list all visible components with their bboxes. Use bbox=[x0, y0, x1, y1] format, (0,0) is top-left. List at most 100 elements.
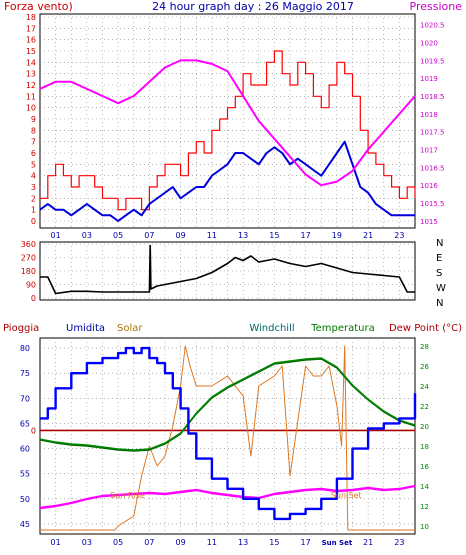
wind-speed-tick-label: 6 bbox=[31, 149, 36, 158]
solar-line bbox=[40, 345, 415, 531]
temperature-tick-label: 24 bbox=[420, 383, 429, 391]
temperature-line bbox=[39, 357, 416, 451]
temperature-tick-label: 10 bbox=[420, 523, 429, 531]
temp-time-tick-label: 23 bbox=[394, 538, 404, 547]
legend-item: Windchill bbox=[249, 323, 294, 334]
wind-speed-tick-label: 16 bbox=[26, 36, 36, 45]
wind-time-tick-label: 21 bbox=[363, 231, 373, 240]
dew-point-line bbox=[39, 484, 416, 510]
rain-tick-label: 0 bbox=[31, 426, 36, 435]
wind-speed-tick-label: 0 bbox=[31, 217, 36, 226]
pressure-axis: 1015 1015.5 1016 1016.5 1017 1017.5 1018 1018.5… bbox=[420, 22, 445, 226]
direction-tick-label: 90 bbox=[26, 281, 36, 290]
compass-label: N bbox=[436, 238, 443, 249]
wind-speed-title: Forza vento) bbox=[4, 0, 73, 13]
temperature-tick-label: 16 bbox=[420, 463, 429, 471]
temperature-tick-label: 28 bbox=[420, 343, 429, 351]
wind-time-tick-label: 05 bbox=[113, 231, 123, 240]
wind-speed-tick-label: 12 bbox=[26, 81, 36, 90]
wind-time-tick-label: 19 bbox=[332, 231, 342, 240]
wind-speed-tick-label: 13 bbox=[26, 70, 36, 79]
pressure-tick-label: 1015 bbox=[420, 218, 438, 226]
temperature-tick-label: 22 bbox=[420, 403, 429, 411]
wind-time-axis: 01 03 05 07 09 11 13 15 17 19 21 23 bbox=[51, 231, 405, 240]
legend-item: Umidita bbox=[66, 323, 105, 334]
humidity-tick-label: 65 bbox=[20, 419, 30, 428]
temperature-humidity-panel: 45 50 55 60 65 70 75 80 0 10 12 14 16 18 20 22 24 26 28 0… bbox=[20, 337, 429, 547]
temperature-axis: 10 12 14 16 18 20 22 24 26 28 bbox=[420, 343, 429, 531]
temperature-tick-label: 20 bbox=[420, 423, 429, 431]
temp-time-tick-label: 13 bbox=[238, 538, 248, 547]
temperature-tick-label: 18 bbox=[420, 443, 429, 451]
wind-pressure-series bbox=[39, 50, 416, 222]
pressure-tick-label: 1019 bbox=[420, 75, 438, 83]
temp-time-tick-label: 17 bbox=[301, 538, 311, 547]
direction-tick-label: 180 bbox=[21, 267, 36, 276]
sun-annotations: Sun Rise Sun Set bbox=[110, 491, 362, 500]
humidity-line bbox=[40, 346, 417, 521]
pressure-title: Pressione bbox=[410, 0, 463, 13]
direction-degree-axis: 0 90 180 270 360 bbox=[21, 240, 36, 303]
humidity-tick-label: 75 bbox=[20, 369, 30, 378]
wind-time-tick-label: 11 bbox=[207, 231, 217, 240]
legend-item: Pioggia bbox=[3, 323, 39, 334]
compass-label: E bbox=[436, 253, 442, 264]
wind-speed-tick-label: 11 bbox=[26, 92, 36, 101]
wind-time-tick-label: 17 bbox=[301, 231, 311, 240]
pressure-tick-label: 1017 bbox=[420, 147, 438, 155]
compass-label: S bbox=[436, 268, 442, 279]
humidity-tick-label: 45 bbox=[20, 520, 30, 529]
wind-time-tick-label: 03 bbox=[82, 231, 92, 240]
wind-direction-series bbox=[40, 244, 415, 295]
wind-speed-tick-label: 7 bbox=[31, 138, 36, 147]
wind-time-tick-label: 09 bbox=[176, 231, 186, 240]
temp-time-tick-label: 05 bbox=[113, 538, 123, 547]
wind-speed-tick-label: 18 bbox=[26, 13, 36, 22]
temperature-humidity-frame bbox=[39, 337, 416, 535]
pressure-tick-label: 1018 bbox=[420, 111, 438, 119]
sunset-label: Sun Set bbox=[331, 491, 362, 500]
wind-speed-tick-label: 17 bbox=[26, 24, 36, 33]
wind-time-tick-label: 01 bbox=[51, 231, 61, 240]
wind-speed-tick-label: 14 bbox=[26, 58, 36, 67]
humidity-axis: 45 50 55 60 65 70 75 80 0 bbox=[20, 344, 36, 529]
wind-direction-line bbox=[40, 244, 415, 295]
humidity-tick-label: 60 bbox=[20, 445, 30, 454]
wind-gust-line bbox=[39, 140, 415, 222]
wind-speed-tick-label: 3 bbox=[31, 183, 36, 192]
temp-time-tick-label: 01 bbox=[51, 538, 61, 547]
direction-tick-label: 270 bbox=[21, 254, 36, 263]
temperature-tick-label: 26 bbox=[420, 363, 429, 371]
pressure-tick-label: 1015.5 bbox=[420, 200, 445, 208]
graph-title: 24 hour graph day : 26 Maggio 2017 bbox=[152, 0, 354, 13]
wind-speed-tick-label: 4 bbox=[31, 172, 36, 181]
pressure-tick-label: 1020.5 bbox=[420, 22, 445, 30]
humidity-tick-label: 70 bbox=[20, 394, 30, 403]
pressure-line bbox=[39, 59, 416, 187]
temp-time-tick-label: Sun Set bbox=[322, 539, 353, 547]
temp-time-axis: 01 03 05 07 09 11 13 15 17 Sun Set 21 23 bbox=[51, 538, 405, 547]
temperature-humidity-series bbox=[39, 345, 417, 531]
wind-time-tick-label: 07 bbox=[144, 231, 154, 240]
wind-time-tick-label: 23 bbox=[394, 231, 404, 240]
pressure-tick-label: 1020 bbox=[420, 40, 438, 48]
temp-time-tick-label: 15 bbox=[269, 538, 279, 547]
wind-time-tick-label: 13 bbox=[238, 231, 248, 240]
humidity-tick-label: 55 bbox=[20, 470, 30, 479]
legend: Pioggia Umidita Solar Windchill Temperatura D… bbox=[3, 323, 462, 334]
compass-label: W bbox=[436, 283, 446, 294]
temp-time-tick-label: 03 bbox=[82, 538, 92, 547]
pressure-tick-label: 1016 bbox=[420, 182, 438, 190]
sunrise-label: Sun Rise bbox=[110, 491, 145, 500]
temp-time-tick-label: 09 bbox=[176, 538, 186, 547]
direction-tick-label: 0 bbox=[31, 294, 36, 303]
wind-speed-tick-label: 15 bbox=[26, 47, 36, 56]
windchill-line bbox=[39, 358, 416, 452]
wind-time-tick-label: 15 bbox=[269, 231, 279, 240]
pressure-tick-label: 1017.5 bbox=[420, 129, 445, 137]
wind-speed-line bbox=[40, 50, 416, 211]
direction-tick-label: 360 bbox=[21, 240, 36, 249]
legend-item: Temperatura bbox=[310, 323, 375, 334]
wind-speed-tick-label: 10 bbox=[26, 104, 36, 113]
